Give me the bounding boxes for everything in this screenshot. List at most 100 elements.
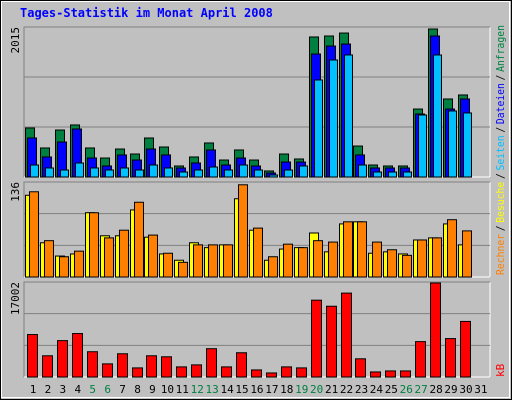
x-tick-label: 14 [220,383,234,396]
x-tick-label: 25 [385,383,398,396]
y-tick-label: 17002 [9,282,22,315]
bar [388,171,397,178]
bar [224,169,233,178]
bar [164,167,173,178]
bar [59,256,69,278]
x-tick-label: 20 [310,383,323,396]
bar [163,252,173,278]
panel [23,26,491,178]
bar [29,191,39,278]
bar [341,292,352,378]
bar [432,237,442,278]
bar [194,169,203,178]
legend: Rechner / Besuche / Seiten / Dateien / Anfragen [494,25,507,275]
bar [90,167,99,178]
bar [266,372,277,378]
bar [208,244,218,278]
bar [328,241,338,278]
bar [135,169,144,178]
x-tick-label: 30 [459,383,472,396]
bar [269,174,278,178]
x-tick-label: 23 [355,383,368,396]
x-tick-label: 27 [415,383,428,396]
bar [311,299,322,378]
bar [87,351,98,378]
x-tick-label: 12 [191,383,204,396]
bar [74,250,84,278]
legend-entry: Anfragen [494,25,507,72]
x-tick-label: 7 [119,383,126,396]
legend-entry: Rechner [494,234,507,275]
chart-title: Tages-Statistik im Monat April 2008 [20,6,273,20]
bar [358,164,367,178]
bar [209,166,218,178]
bar [179,171,188,178]
legend-separator: / [494,225,507,231]
bar [283,243,293,278]
bar [284,169,293,178]
bar [176,366,187,378]
bar [448,110,457,178]
legend-separator: / [494,75,507,81]
bar [72,333,83,378]
x-tick-label: 1 [30,383,37,396]
bar [132,367,143,378]
x-tick-label: 29 [444,383,457,396]
bar [251,369,262,378]
legend-entry: Dateien [494,83,507,124]
x-tick-label: 28 [429,383,442,396]
bar [89,212,99,278]
bar [44,240,54,278]
bar [161,356,172,378]
bar [415,341,426,378]
x-tick-label: 18 [280,383,293,396]
bar [223,244,233,278]
legend-entry: Besuche [494,182,507,223]
bar [373,171,382,178]
y-tick-label: 136 [9,182,22,202]
x-tick-label: 8 [134,383,141,396]
bar [433,54,442,178]
bar [75,162,84,178]
x-tick-label: 9 [149,383,156,396]
bar [149,164,158,178]
bar [344,54,353,178]
x-tick-label: 13 [206,383,219,396]
x-tick-label: 26 [400,383,413,396]
bar [400,370,411,378]
bar [102,363,113,378]
legend-separator: / [494,127,507,133]
bar [385,370,396,378]
bar [372,241,382,278]
bar [418,114,427,178]
x-tick-label: 3 [60,383,67,396]
bar [417,239,427,278]
bar [134,201,144,278]
bar [326,305,337,378]
bar [30,164,39,178]
x-tick-label: 11 [176,383,189,396]
x-tick-label: 21 [325,383,338,396]
bar [27,334,38,378]
bar [45,167,54,178]
bar [146,355,157,378]
x-tick-label: 10 [161,383,174,396]
bar [193,244,203,278]
bar [403,171,412,178]
x-tick-label: 2 [45,383,52,396]
bar [357,221,367,278]
bar [329,59,338,178]
x-tick-label: 22 [340,383,353,396]
bar [343,221,353,278]
bar [42,355,53,378]
bar [281,366,292,378]
bar [119,229,129,278]
x-tick-label: 24 [370,383,384,396]
bar [463,112,472,178]
bar [105,169,114,178]
bar [236,352,247,378]
bar [117,353,128,378]
